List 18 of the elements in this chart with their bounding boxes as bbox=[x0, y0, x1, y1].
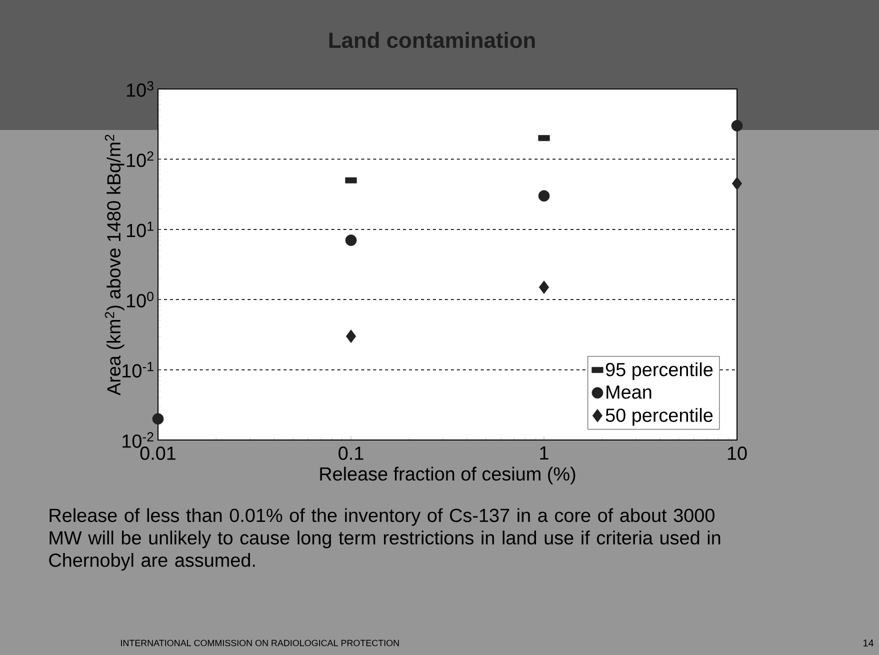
legend-label: Mean bbox=[606, 386, 652, 399]
x-tick-label: 1 bbox=[540, 446, 548, 460]
x-tick-label: 0.01 bbox=[140, 446, 176, 460]
x-tick-label: 10 bbox=[728, 446, 747, 460]
legend-label: 95 percentile bbox=[606, 362, 713, 380]
chart-title: Land contamination bbox=[329, 32, 535, 48]
y-tick-label: 10$^{1}$ bbox=[126, 222, 154, 238]
text: Release of less than 0.01% of the inventory of Cs-137 in a core of about 3000 MW will be unlikely to cause long term restrictions in land use if criteria used in Chernobyl are assumed. bbox=[49, 508, 720, 571]
y-tick-label: 10$^{3}$ bbox=[126, 81, 154, 97]
text: 14 bbox=[863, 640, 874, 646]
y-tick-label: 10$^{0}$ bbox=[126, 292, 154, 308]
x-tick-label: 0.1 bbox=[338, 446, 364, 460]
y-tick-label: 10$^{-1}$ bbox=[122, 362, 154, 378]
y-tick-label: 10$^{2}$ bbox=[126, 151, 154, 168]
text: INTERNATIONAL COMMISSION ON RADIOLOGICAL PROTECTION bbox=[121, 640, 399, 646]
legend-label: 50 percentile bbox=[606, 408, 713, 426]
x-axis-title: Release fraction of cesium (%) bbox=[320, 466, 576, 484]
y-tick-label: 10$^{-2}$ bbox=[122, 432, 154, 448]
